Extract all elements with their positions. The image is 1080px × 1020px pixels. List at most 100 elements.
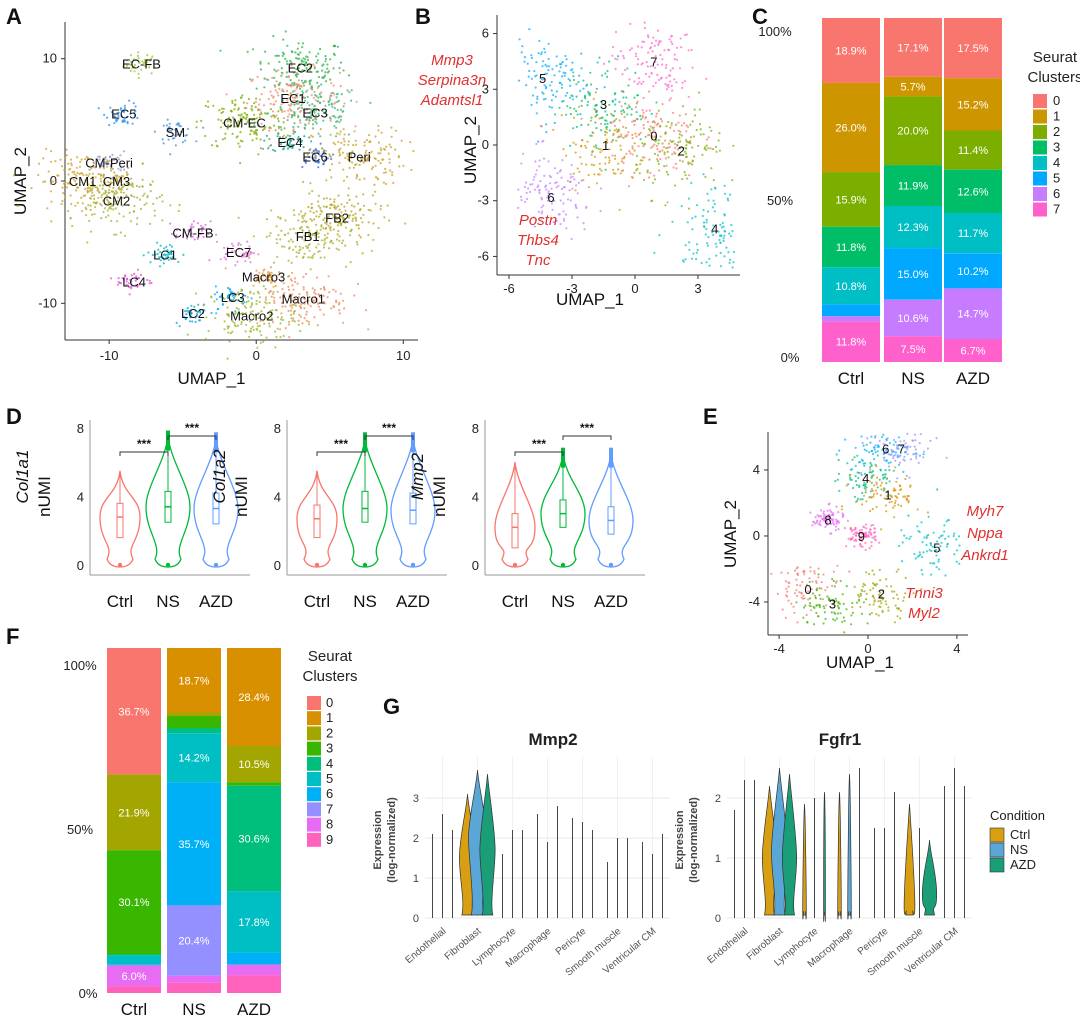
umap-point (543, 47, 546, 51)
umap-point (75, 189, 78, 192)
outlier-point (608, 562, 614, 568)
umap-point (240, 113, 243, 116)
umap-point (269, 313, 272, 316)
umap-point (161, 200, 164, 203)
umap-point (834, 525, 838, 528)
umap-point (553, 199, 556, 202)
stacked-bar-segment (227, 648, 281, 746)
umap-point (929, 439, 932, 442)
umap-point (333, 204, 336, 207)
umap-point (627, 104, 631, 107)
umap-point (865, 598, 868, 601)
umap-point (89, 230, 93, 233)
umap-point (303, 298, 306, 301)
umap-point (652, 128, 655, 132)
umap-point (938, 536, 941, 539)
box-iqr (361, 490, 369, 523)
umap-point (876, 450, 879, 453)
umap-point (108, 159, 111, 162)
legend-label: 2 (326, 725, 333, 740)
umap-point (850, 614, 853, 617)
umap-point (347, 74, 351, 77)
umap-point (675, 81, 678, 84)
umap-point (872, 523, 875, 527)
umap-point (220, 111, 223, 115)
umap-point (295, 82, 298, 86)
umap-point (317, 112, 320, 115)
umap-point (135, 223, 139, 226)
umap-point (784, 580, 788, 583)
umap-point (346, 155, 349, 158)
umap-point (115, 179, 118, 182)
umap-point (280, 318, 283, 321)
umap-point (195, 292, 198, 295)
umap-point (860, 471, 863, 474)
umap-point (65, 186, 68, 189)
umap-point (384, 167, 387, 170)
umap-point (387, 152, 390, 155)
panel-a: A-10010100-10UMAP_1UMAP_2EC-FBEC2EC1EC3E… (6, 4, 418, 388)
panel-label-g: G (383, 694, 400, 719)
umap-point (667, 48, 670, 51)
umap-point (110, 277, 113, 280)
umap-point (536, 95, 539, 98)
umap-point (47, 170, 50, 173)
umap-point (130, 285, 133, 288)
umap-point (869, 490, 873, 493)
umap-point (569, 106, 572, 109)
umap-point (338, 312, 341, 315)
umap-point (881, 589, 885, 592)
umap-point (92, 162, 96, 165)
umap-point (317, 232, 320, 235)
umap-point (909, 458, 913, 461)
umap-point (818, 593, 821, 597)
umap-point (254, 131, 257, 134)
umap-point (68, 181, 71, 184)
umap-point (280, 279, 283, 282)
umap-point (646, 65, 649, 68)
umap-point (262, 319, 265, 322)
umap-point (264, 287, 267, 291)
umap-point (854, 464, 857, 467)
umap-point (210, 295, 213, 298)
umap-point (289, 92, 292, 95)
umap-point (169, 153, 172, 156)
umap-point (874, 451, 877, 454)
umap-point (809, 597, 812, 600)
umap-point (177, 209, 180, 213)
umap-point (287, 84, 290, 87)
umap-point (259, 62, 262, 65)
umap-point (106, 194, 109, 197)
umap-point (883, 497, 886, 500)
umap-point (233, 321, 236, 325)
umap-point (297, 42, 300, 45)
umap-point (268, 145, 271, 148)
umap-point (108, 201, 111, 204)
umap-point (663, 153, 666, 156)
umap-point (286, 115, 290, 118)
umap-point (264, 296, 267, 299)
umap-point (259, 138, 262, 141)
umap-point (685, 152, 688, 155)
umap-point (679, 37, 682, 40)
umap-point (587, 90, 590, 93)
umap-point (580, 179, 583, 182)
umap-point (286, 44, 289, 47)
sig-label: *** (137, 437, 151, 451)
umap-point (578, 74, 581, 77)
umap-point (593, 173, 596, 176)
umap-point (150, 72, 153, 75)
umap-point (824, 617, 827, 621)
umap-point (718, 149, 722, 152)
umap-point (297, 319, 300, 322)
umap-point (292, 248, 295, 251)
umap-point (920, 521, 923, 524)
umap-point (294, 297, 297, 301)
umap-point (129, 183, 132, 186)
stacked-bar-segment (822, 321, 880, 362)
umap-point (388, 219, 391, 222)
umap-point (289, 141, 292, 144)
umap-point (540, 53, 543, 56)
umap-point (328, 103, 331, 106)
umap-point (150, 57, 153, 60)
